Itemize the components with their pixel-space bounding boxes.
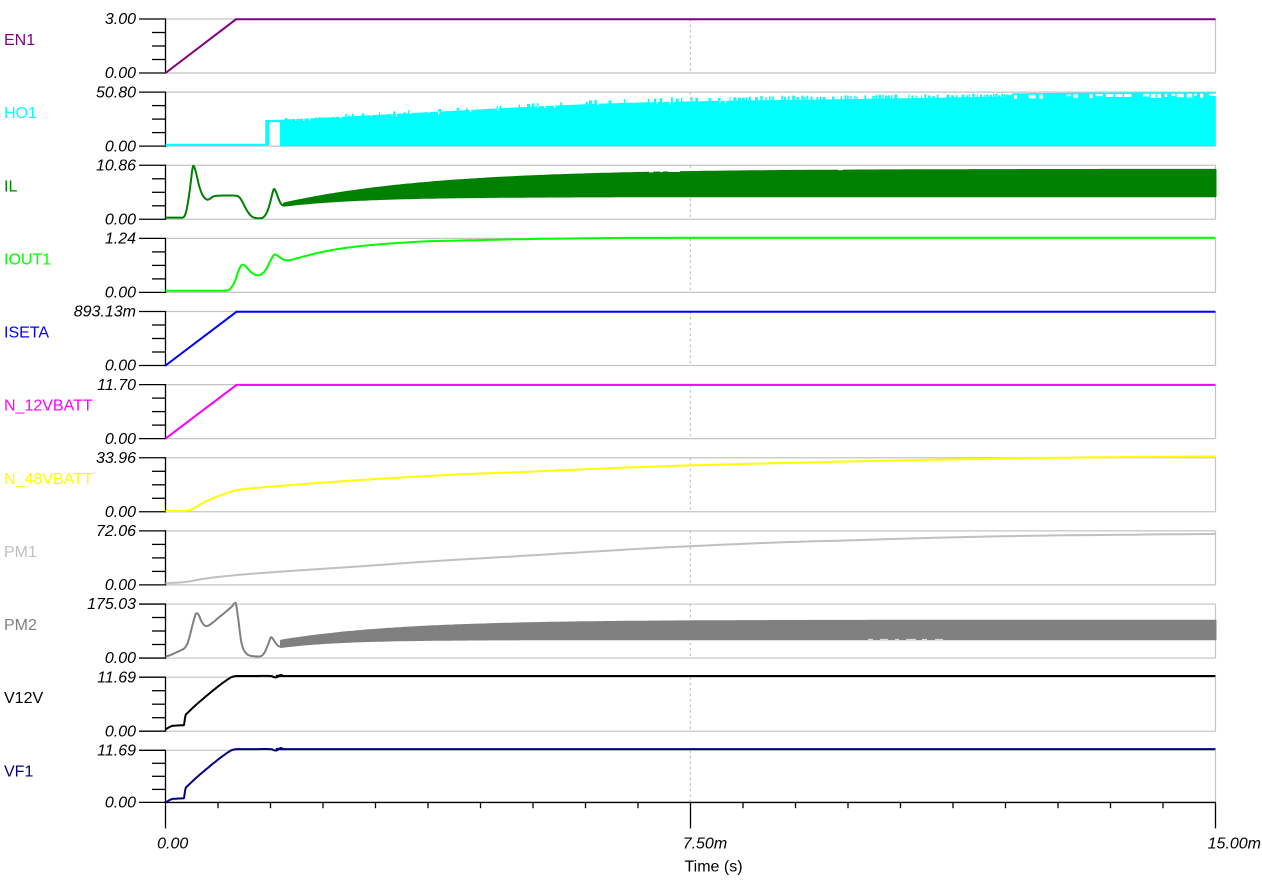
svg-text:ISETA: ISETA xyxy=(4,325,49,342)
svg-text:0.00: 0.00 xyxy=(105,285,136,302)
svg-text:11.69: 11.69 xyxy=(97,669,136,686)
svg-text:0.00: 0.00 xyxy=(105,212,136,229)
svg-text:IL: IL xyxy=(4,178,17,195)
svg-text:0.00: 0.00 xyxy=(105,795,136,812)
svg-text:0.00: 0.00 xyxy=(105,504,136,521)
svg-text:N_48VBATT: N_48VBATT xyxy=(4,471,93,488)
svg-text:33.96: 33.96 xyxy=(96,450,136,467)
svg-text:PM2: PM2 xyxy=(4,617,37,634)
svg-text:Time (s): Time (s) xyxy=(684,859,742,876)
svg-text:11.69: 11.69 xyxy=(97,743,136,760)
svg-text:HO1: HO1 xyxy=(4,105,37,122)
svg-text:0.00: 0.00 xyxy=(157,836,188,853)
svg-text:EN1: EN1 xyxy=(4,32,35,49)
svg-text:V12V: V12V xyxy=(4,690,43,707)
svg-text:0.00: 0.00 xyxy=(105,358,136,375)
svg-text:893.13m: 893.13m xyxy=(74,304,136,321)
svg-text:11.70: 11.70 xyxy=(97,377,136,394)
svg-text:VF1: VF1 xyxy=(4,763,33,780)
svg-text:72.06: 72.06 xyxy=(96,523,136,540)
svg-text:1.24: 1.24 xyxy=(105,231,136,248)
svg-text:0.00: 0.00 xyxy=(105,65,136,82)
svg-text:0.00: 0.00 xyxy=(105,431,136,448)
svg-text:IOUT1: IOUT1 xyxy=(4,251,51,268)
svg-text:0.00: 0.00 xyxy=(105,138,136,155)
svg-text:175.03: 175.03 xyxy=(87,596,136,613)
svg-text:N_12VBATT: N_12VBATT xyxy=(4,398,93,415)
svg-text:50.80: 50.80 xyxy=(96,84,136,101)
svg-text:0.00: 0.00 xyxy=(105,577,136,594)
svg-text:0.00: 0.00 xyxy=(105,723,136,740)
svg-text:15.00m: 15.00m xyxy=(1208,836,1261,853)
svg-text:7.50m: 7.50m xyxy=(683,836,727,853)
svg-text:3.00: 3.00 xyxy=(105,11,136,28)
svg-text:0.00: 0.00 xyxy=(105,650,136,667)
svg-text:10.86: 10.86 xyxy=(96,158,136,175)
svg-text:PM1: PM1 xyxy=(4,544,37,561)
